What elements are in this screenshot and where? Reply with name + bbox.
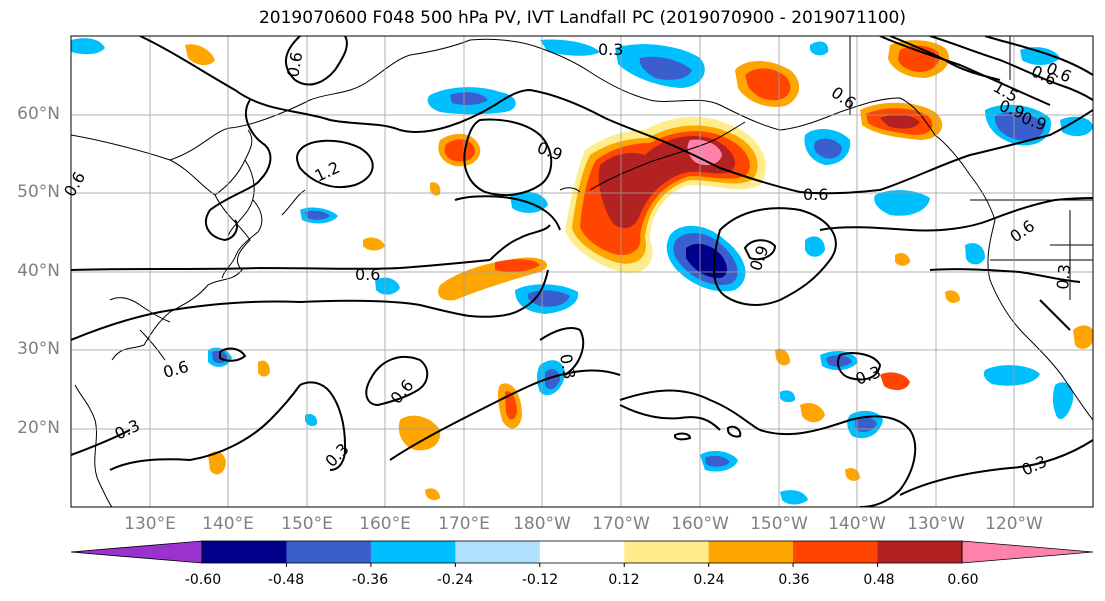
colorbar-segment: [539, 541, 625, 563]
colorbar-segment: [708, 541, 794, 563]
colorbar-tick-label: -0.24: [436, 572, 474, 588]
pv-contours: [71, 36, 1093, 507]
contour-label: 0.6: [355, 265, 380, 284]
lon-label: 160°W: [671, 514, 729, 534]
colorbar-extend-min: [70, 540, 203, 564]
lon-label: 150°E: [281, 514, 333, 534]
colorbar-extend-max: [961, 540, 1094, 564]
lon-label: 130°W: [907, 514, 965, 534]
colorbar-tick-label: 0.48: [863, 572, 895, 588]
colorbar-segment: [455, 541, 541, 563]
colorbar-segment: [877, 541, 963, 563]
lon-label: 160°E: [359, 514, 411, 534]
lon-label: 140°W: [828, 514, 886, 534]
colorbar: [70, 540, 1094, 567]
lat-label: 50°N: [17, 182, 60, 202]
lat-label: 30°N: [17, 339, 60, 359]
lat-label: 20°N: [17, 418, 60, 438]
contour-label: 0.6: [283, 50, 306, 78]
colorbar-segment: [286, 541, 372, 563]
colorbar-tick-label: 0.12: [608, 572, 640, 588]
lon-label: 120°W: [985, 514, 1043, 534]
colorbar-tick-label: -0.48: [267, 572, 305, 588]
lat-label: 60°N: [17, 104, 60, 124]
colorbar-tick-label: 0.36: [778, 572, 810, 588]
colorbar-border: [201, 540, 963, 564]
map-border: [70, 35, 1094, 508]
lon-label: 180°W: [513, 514, 571, 534]
lon-label: 170°E: [438, 514, 490, 534]
colorbar-segment: [624, 541, 710, 563]
lon-label: 170°W: [592, 514, 650, 534]
lon-label: 140°E: [202, 514, 254, 534]
colorbar-tick-label: -0.36: [351, 572, 389, 588]
map-title: 2019070600 F048 500 hPa PV, IVT Landfall…: [258, 8, 906, 28]
colorbar-segment: [202, 541, 287, 563]
lat-label: 40°N: [17, 261, 60, 281]
colorbar-tick-label: -0.12: [521, 572, 559, 588]
colorbar-tick-label: 0.60: [947, 572, 979, 588]
colorbar-segment: [370, 541, 456, 563]
pv-anomaly-shading: [71, 38, 1093, 505]
contour-label: 0.3: [1053, 263, 1074, 290]
colorbar-tick-label: -0.60: [184, 572, 222, 588]
pv-contour-loops: [219, 347, 742, 441]
colorbar-tick-label: 0.24: [693, 572, 725, 588]
contour-label: 0.3: [598, 40, 623, 59]
lon-label: 150°W: [750, 514, 808, 534]
lon-label: 130°E: [124, 514, 176, 534]
contour-label: 0.3: [556, 352, 579, 380]
contour-label: 0.6: [803, 185, 828, 204]
colorbar-segment: [793, 541, 879, 563]
